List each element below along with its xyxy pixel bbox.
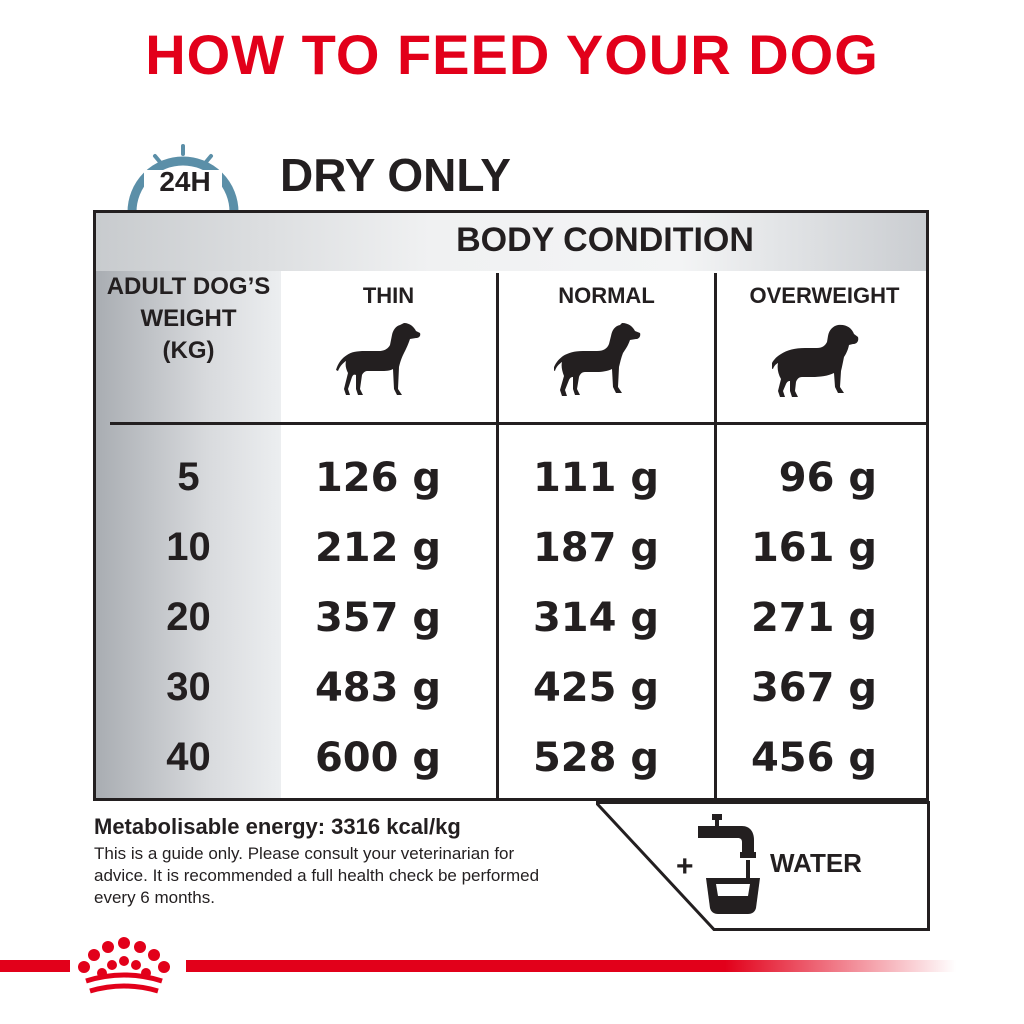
guide-note-line: This is a guide only. Please consult you… bbox=[94, 844, 515, 863]
column-header-thin: THIN bbox=[362, 283, 415, 308]
cell-thin: 212 g bbox=[314, 525, 441, 571]
row-weight: 20 bbox=[166, 595, 211, 639]
clock-24h-icon bbox=[127, 144, 239, 214]
column-divider bbox=[714, 273, 717, 798]
clock-label: 24H bbox=[159, 166, 211, 197]
cell-overweight: 271 g bbox=[750, 595, 877, 641]
cell-normal: 425 g bbox=[532, 665, 659, 711]
feeding-table: BODY CONDITION ADULT DOG’S WEIGHT (KG) T… bbox=[93, 210, 929, 801]
weight-header-line: (KG) bbox=[162, 337, 215, 364]
column-header-normal: NORMAL bbox=[558, 283, 655, 308]
dog-thin-icon bbox=[336, 323, 421, 395]
row-weight: 5 bbox=[177, 455, 200, 499]
cell-overweight: 456 g bbox=[750, 735, 877, 781]
cell-thin: 357 g bbox=[314, 595, 441, 641]
cell-overweight: 161 g bbox=[750, 525, 877, 571]
cell-normal: 314 g bbox=[532, 595, 659, 641]
cell-thin: 600 g bbox=[314, 735, 441, 781]
cell-overweight: 367 g bbox=[750, 665, 877, 711]
tap-bowl-icon bbox=[698, 814, 760, 914]
header-divider bbox=[110, 422, 926, 425]
column-divider bbox=[496, 273, 499, 798]
row-weight: 30 bbox=[166, 665, 211, 709]
brand-line-right bbox=[186, 960, 956, 972]
section-subtitle: DRY ONLY bbox=[280, 149, 511, 201]
guide-note-line: advice. It is recommended a full health … bbox=[94, 866, 540, 885]
cell-thin: 483 g bbox=[314, 665, 441, 711]
brand-line-left bbox=[0, 960, 70, 972]
energy-line: Metabolisable energy: 3316 kcal/kg bbox=[94, 814, 461, 839]
crown-logo-icon bbox=[78, 937, 170, 994]
guide-note-line: every 6 months. bbox=[94, 888, 215, 907]
cell-normal: 528 g bbox=[532, 735, 659, 781]
cell-overweight: 96 g bbox=[778, 455, 877, 501]
weight-header: ADULT DOG’S WEIGHT (KG) bbox=[96, 271, 281, 367]
cell-normal: 111 g bbox=[532, 455, 659, 501]
guide-note: This is a guide only. Please consult you… bbox=[94, 843, 614, 909]
weight-header-line: WEIGHT bbox=[140, 305, 237, 332]
weight-column-band bbox=[96, 213, 281, 798]
body-condition-band bbox=[96, 213, 926, 271]
plus-sign: + bbox=[676, 850, 694, 883]
dog-overweight-icon bbox=[772, 324, 859, 397]
dog-normal-icon bbox=[554, 323, 641, 396]
page-title: HOW TO FEED YOUR DOG bbox=[145, 23, 879, 86]
row-weight: 40 bbox=[166, 735, 211, 779]
weight-header-line: ADULT DOG’S bbox=[106, 273, 271, 300]
row-weight: 10 bbox=[166, 525, 211, 569]
cell-normal: 187 g bbox=[532, 525, 659, 571]
body-condition-header: BODY CONDITION bbox=[456, 221, 754, 259]
water-label: WATER bbox=[770, 848, 862, 878]
cell-thin: 126 g bbox=[314, 455, 441, 501]
water-box-outline bbox=[596, 801, 930, 931]
column-header-overweight: OVERWEIGHT bbox=[749, 283, 900, 308]
